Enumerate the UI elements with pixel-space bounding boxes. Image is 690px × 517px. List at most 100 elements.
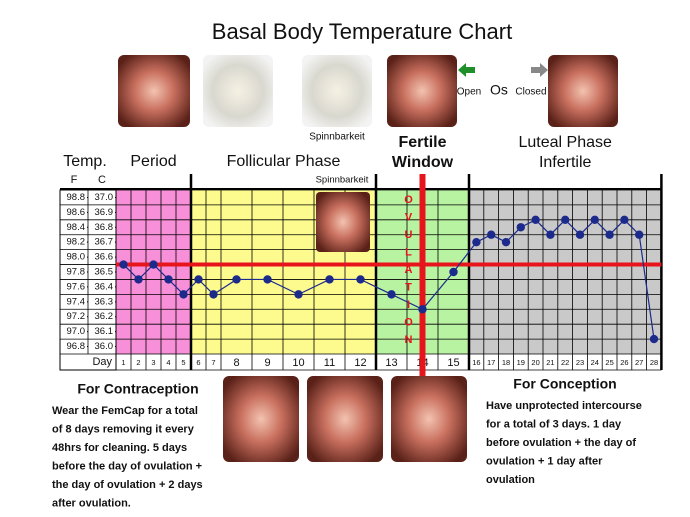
data-point xyxy=(387,290,396,299)
data-point xyxy=(194,275,203,284)
x-tick-label: 12 xyxy=(354,357,366,369)
data-point xyxy=(501,237,511,247)
y-tick-label: 97.4 xyxy=(67,296,86,307)
x-tick-label: 17 xyxy=(487,358,495,367)
x-tick-label: 7 xyxy=(211,358,215,367)
body-text: ovulation + 1 day after xyxy=(486,455,603,467)
caption: Open xyxy=(457,87,481,98)
body-text: of 8 days removing it every xyxy=(52,423,195,435)
data-point xyxy=(263,275,272,284)
x-tick-label: 1 xyxy=(121,358,125,367)
data-point xyxy=(134,275,143,284)
heading: For Contraception xyxy=(77,381,198,397)
photo xyxy=(307,376,383,462)
data-point xyxy=(635,230,644,239)
x-tick-label: 10 xyxy=(292,357,304,369)
ovulation-line xyxy=(419,174,426,376)
phase-label: Period xyxy=(130,153,176,170)
data-point xyxy=(209,290,218,299)
y2-tick-label: 36.2 xyxy=(95,311,114,322)
y2-tick-label: 36.5 xyxy=(95,267,114,278)
x-tick-label: 25 xyxy=(605,358,613,367)
y-tick-label: 97.8 xyxy=(67,267,86,278)
phase-label: Luteal Phase xyxy=(518,134,612,151)
x-tick-label: 20 xyxy=(531,358,539,367)
y2-tick-label: 36.9 xyxy=(95,207,114,218)
axis-unit: C xyxy=(98,174,106,186)
body-text: before ovulation + the day of xyxy=(486,437,636,449)
heading: For Conception xyxy=(513,376,616,392)
y-tick-label: 98.0 xyxy=(67,252,86,263)
ovulation-label: OVULATION xyxy=(402,194,415,352)
photo xyxy=(203,55,273,127)
x-tick-label: 26 xyxy=(620,358,628,367)
caption: Spinnbarkeit xyxy=(316,175,369,186)
data-point xyxy=(164,275,173,284)
body-text: before the day of ovulation + xyxy=(52,460,202,472)
y2-tick-label: 36.8 xyxy=(95,222,114,233)
x-tick-label: 3 xyxy=(151,358,155,367)
data-point xyxy=(605,230,614,239)
phase-label: Window xyxy=(392,154,454,171)
x-tick-label: 24 xyxy=(591,358,599,367)
photo xyxy=(316,192,370,252)
phase-label: Infertile xyxy=(539,154,592,171)
body-text: ovulation xyxy=(486,474,535,486)
photo xyxy=(548,55,618,127)
y-tick-label: 97.2 xyxy=(67,311,86,322)
body-text: 48hrs for cleaning. 5 days xyxy=(52,442,187,454)
y2-tick-label: 36.3 xyxy=(95,296,114,307)
phase-band xyxy=(116,190,191,354)
x-tick-label: 22 xyxy=(561,358,569,367)
phase-label: Follicular Phase xyxy=(227,153,341,170)
y-tick-label: 98.6 xyxy=(67,207,86,218)
data-point xyxy=(294,290,303,299)
photo xyxy=(118,55,190,127)
data-point xyxy=(119,260,128,269)
body-text: the day of ovulation + 2 days xyxy=(52,479,203,491)
arrow xyxy=(458,63,475,77)
x-tick-label: 27 xyxy=(635,358,643,367)
y-tick-label: 98.4 xyxy=(67,222,86,233)
caption: Closed xyxy=(515,87,546,98)
y2-tick-label: 36.1 xyxy=(95,326,114,337)
data-point xyxy=(149,260,158,269)
y-tick-label: 97.6 xyxy=(67,281,86,292)
data-point xyxy=(418,305,427,314)
y2-tick-label: 36.0 xyxy=(95,341,114,352)
x-tick-label: 19 xyxy=(517,358,525,367)
x-tick-label: 28 xyxy=(650,358,658,367)
data-point xyxy=(472,237,481,247)
data-point xyxy=(620,215,629,225)
x-axis-title: Day xyxy=(92,356,112,368)
data-point xyxy=(179,290,188,299)
phase-label: Fertile xyxy=(398,134,446,151)
y-tick-label: 97.0 xyxy=(67,326,86,337)
caption: Spinnbarkeit xyxy=(309,132,365,143)
x-tick-label: 13 xyxy=(385,357,397,369)
body-text: after ovulation. xyxy=(52,497,131,509)
data-point xyxy=(449,267,458,277)
y-tick-label: 96.8 xyxy=(67,341,86,352)
body-text: Wear the FemCap for a total xyxy=(52,405,198,417)
chart-title: Basal Body Temperature Chart xyxy=(212,19,512,44)
y2-tick-label: 37.0 xyxy=(95,192,114,203)
data-point xyxy=(356,275,365,284)
y2-tick-label: 36.6 xyxy=(95,252,114,263)
x-tick-label: 4 xyxy=(166,358,170,367)
x-tick-label: 5 xyxy=(181,358,185,367)
data-point xyxy=(232,275,241,284)
x-tick-label: 2 xyxy=(136,358,140,367)
body-text: for a total of 3 days. 1 day xyxy=(486,418,622,430)
x-tick-label: 16 xyxy=(472,358,480,367)
photo xyxy=(391,376,467,462)
y2-tick-label: 36.7 xyxy=(95,237,114,248)
x-tick-label: 18 xyxy=(502,358,510,367)
x-tick-label: 8 xyxy=(233,357,239,369)
x-tick-label: 15 xyxy=(447,357,459,369)
photo xyxy=(223,376,299,462)
data-point xyxy=(516,223,525,232)
phase-band xyxy=(469,190,662,354)
